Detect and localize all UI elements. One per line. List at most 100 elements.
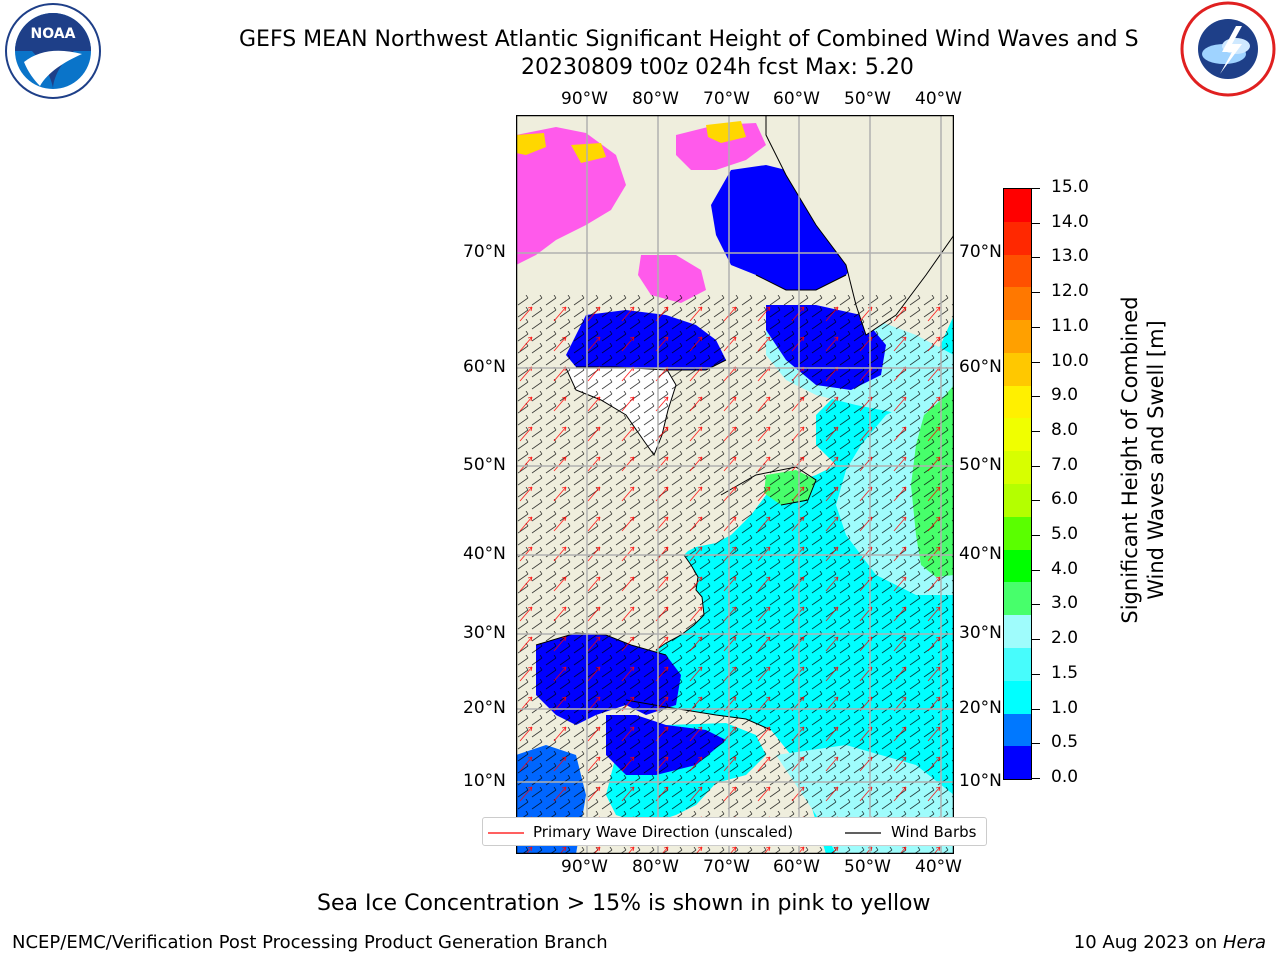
colorbar-tick-mark	[1032, 257, 1040, 259]
colorbar-tick-mark	[1032, 778, 1040, 779]
colorbar-title-line-1: Significant Height of Combined	[1118, 296, 1142, 624]
lon-tick-bottom: 60°W	[773, 857, 820, 877]
colorbar-tick-mark	[1032, 604, 1040, 606]
colorbar-segment	[1004, 352, 1031, 386]
colorbar-tick-mark	[1032, 708, 1040, 710]
lon-tick-top: 50°W	[844, 89, 891, 109]
primary-wave-legend-swatch	[488, 832, 524, 834]
colorbar-segment	[1004, 680, 1031, 714]
lon-tick-bottom: 90°W	[561, 857, 608, 877]
colorbar-tick-label: 13.0	[1051, 246, 1089, 267]
footer-credit: NCEP/EMC/Verification Post Processing Pr…	[12, 932, 608, 953]
lat-tick-right: 40°N	[959, 544, 1002, 564]
primary-wave-legend-label: Primary Wave Direction (unscaled)	[533, 823, 794, 841]
colorbar-segment	[1004, 582, 1031, 616]
lat-tick-left: 40°N	[463, 544, 506, 564]
sea-ice-yellow-1	[516, 133, 546, 155]
colorbar-tick-mark	[1032, 569, 1040, 571]
lon-tick-top: 90°W	[561, 89, 608, 109]
colorbar-tick-label: 12.0	[1051, 281, 1089, 302]
lat-tick-left: 30°N	[463, 623, 506, 643]
colorbar-title-line-2: Wind Waves and Swell [m]	[1144, 320, 1168, 600]
lon-tick-top: 70°W	[703, 89, 750, 109]
lat-tick-right: 60°N	[959, 357, 1002, 377]
wave-direction-overlay	[516, 295, 954, 854]
colorbar-segment	[1004, 713, 1031, 747]
colorbar-tick-mark	[1032, 639, 1040, 641]
footer-host: Hera	[1222, 932, 1266, 953]
footer-date: 10 Aug 2023 on Hera	[1074, 932, 1266, 953]
colorbar-tick-label: 10.0	[1051, 350, 1089, 371]
lat-tick-left: 10°N	[463, 771, 506, 791]
colorbar-segment	[1004, 320, 1031, 353]
colorbar-tick-mark	[1032, 743, 1040, 745]
colorbar-segment	[1004, 516, 1031, 550]
colorbar-segment	[1004, 615, 1031, 648]
colorbar-tick-label: 6.0	[1051, 489, 1079, 510]
colorbar	[1003, 188, 1032, 780]
lon-tick-top: 60°W	[773, 89, 820, 109]
colorbar-segment	[1004, 746, 1031, 780]
lat-tick-right: 70°N	[959, 242, 1002, 262]
colorbar-tick-label: 9.0	[1051, 385, 1079, 406]
colorbar-title: Significant Height of Combined Wind Wave…	[1117, 234, 1169, 686]
title-line-1: GEFS MEAN Northwest Atlantic Significant…	[239, 27, 1139, 52]
wind-barbs-legend-label: Wind Barbs	[891, 823, 977, 841]
lat-tick-left: 70°N	[463, 242, 506, 262]
colorbar-tick-label: 1.0	[1051, 697, 1079, 718]
sea-ice-arctic-archipelago	[516, 127, 626, 265]
lat-tick-right: 50°N	[959, 455, 1002, 475]
colorbar-tick-label: 11.0	[1051, 315, 1089, 336]
lon-tick-top: 40°W	[915, 89, 962, 109]
colorbar-segment	[1004, 647, 1031, 681]
nws-logo	[1180, 1, 1276, 97]
colorbar-tick-mark	[1032, 326, 1040, 328]
colorbar-segment	[1004, 484, 1031, 517]
lat-tick-right: 10°N	[959, 771, 1002, 791]
colorbar-tick-mark	[1032, 673, 1040, 675]
colorbar-tick-mark	[1032, 500, 1040, 502]
lat-tick-left: 50°N	[463, 455, 506, 475]
graticule	[516, 115, 954, 854]
colorbar-tick-mark	[1032, 361, 1040, 363]
colorbar-tick-label: 3.0	[1051, 593, 1079, 614]
colorbar-segment	[1004, 221, 1031, 255]
colorbar-tick-label: 5.0	[1051, 524, 1079, 545]
lat-tick-right: 30°N	[959, 623, 1002, 643]
colorbar-tick-label: 15.0	[1051, 177, 1089, 197]
colorbar-tick-label: 0.5	[1051, 732, 1079, 753]
lat-tick-left: 20°N	[463, 698, 506, 718]
colorbar-tick-mark	[1032, 188, 1040, 189]
sea-ice-yellow-3	[571, 143, 606, 163]
colorbar-tick-label: 0.0	[1051, 767, 1079, 787]
footer-date-text: 10 Aug 2023 on	[1073, 932, 1223, 953]
lat-tick-left: 60°N	[463, 357, 506, 377]
lon-tick-bottom: 80°W	[632, 857, 679, 877]
colorbar-tick-label: 14.0	[1051, 211, 1089, 232]
lat-tick-right: 20°N	[959, 698, 1002, 718]
colorbar-segment	[1004, 451, 1031, 485]
colorbar-tick-label: 2.0	[1051, 628, 1079, 649]
colorbar-tick-mark	[1032, 465, 1040, 467]
noaa-logo: NOAA	[5, 3, 101, 99]
noaa-logo-text: NOAA	[31, 26, 76, 42]
colorbar-ticks: 15.0 14.0 13.0 12.0 11.0 10.0 9.0 8.0 7.0 6.0 5.0 4…	[1032, 177, 1092, 798]
lon-tick-bottom: 50°W	[844, 857, 891, 877]
lon-tick-bottom: 40°W	[915, 857, 962, 877]
colorbar-tick-label: 7.0	[1051, 454, 1079, 475]
title-line-2: 20230809 t00z 024h fcst Max: 5.20	[521, 55, 914, 80]
sea-ice-foxe-basin	[638, 255, 706, 303]
wind-barbs-legend-swatch	[845, 832, 881, 834]
lon-tick-top: 80°W	[632, 89, 679, 109]
colorbar-segment	[1004, 385, 1031, 419]
sea-ice-note: Sea Ice Concentration > 15% is shown in …	[317, 891, 931, 916]
colorbar-tick-mark	[1032, 222, 1040, 224]
sea-ice-yellow-2	[706, 121, 746, 143]
wave-height-map	[516, 115, 954, 854]
colorbar-segment	[1004, 549, 1031, 583]
colorbar-tick-mark	[1032, 292, 1040, 294]
colorbar-tick-mark	[1032, 535, 1040, 537]
colorbar-tick-mark	[1032, 430, 1040, 432]
colorbar-tick-label: 8.0	[1051, 419, 1079, 440]
colorbar-tick-label: 4.0	[1051, 558, 1079, 579]
